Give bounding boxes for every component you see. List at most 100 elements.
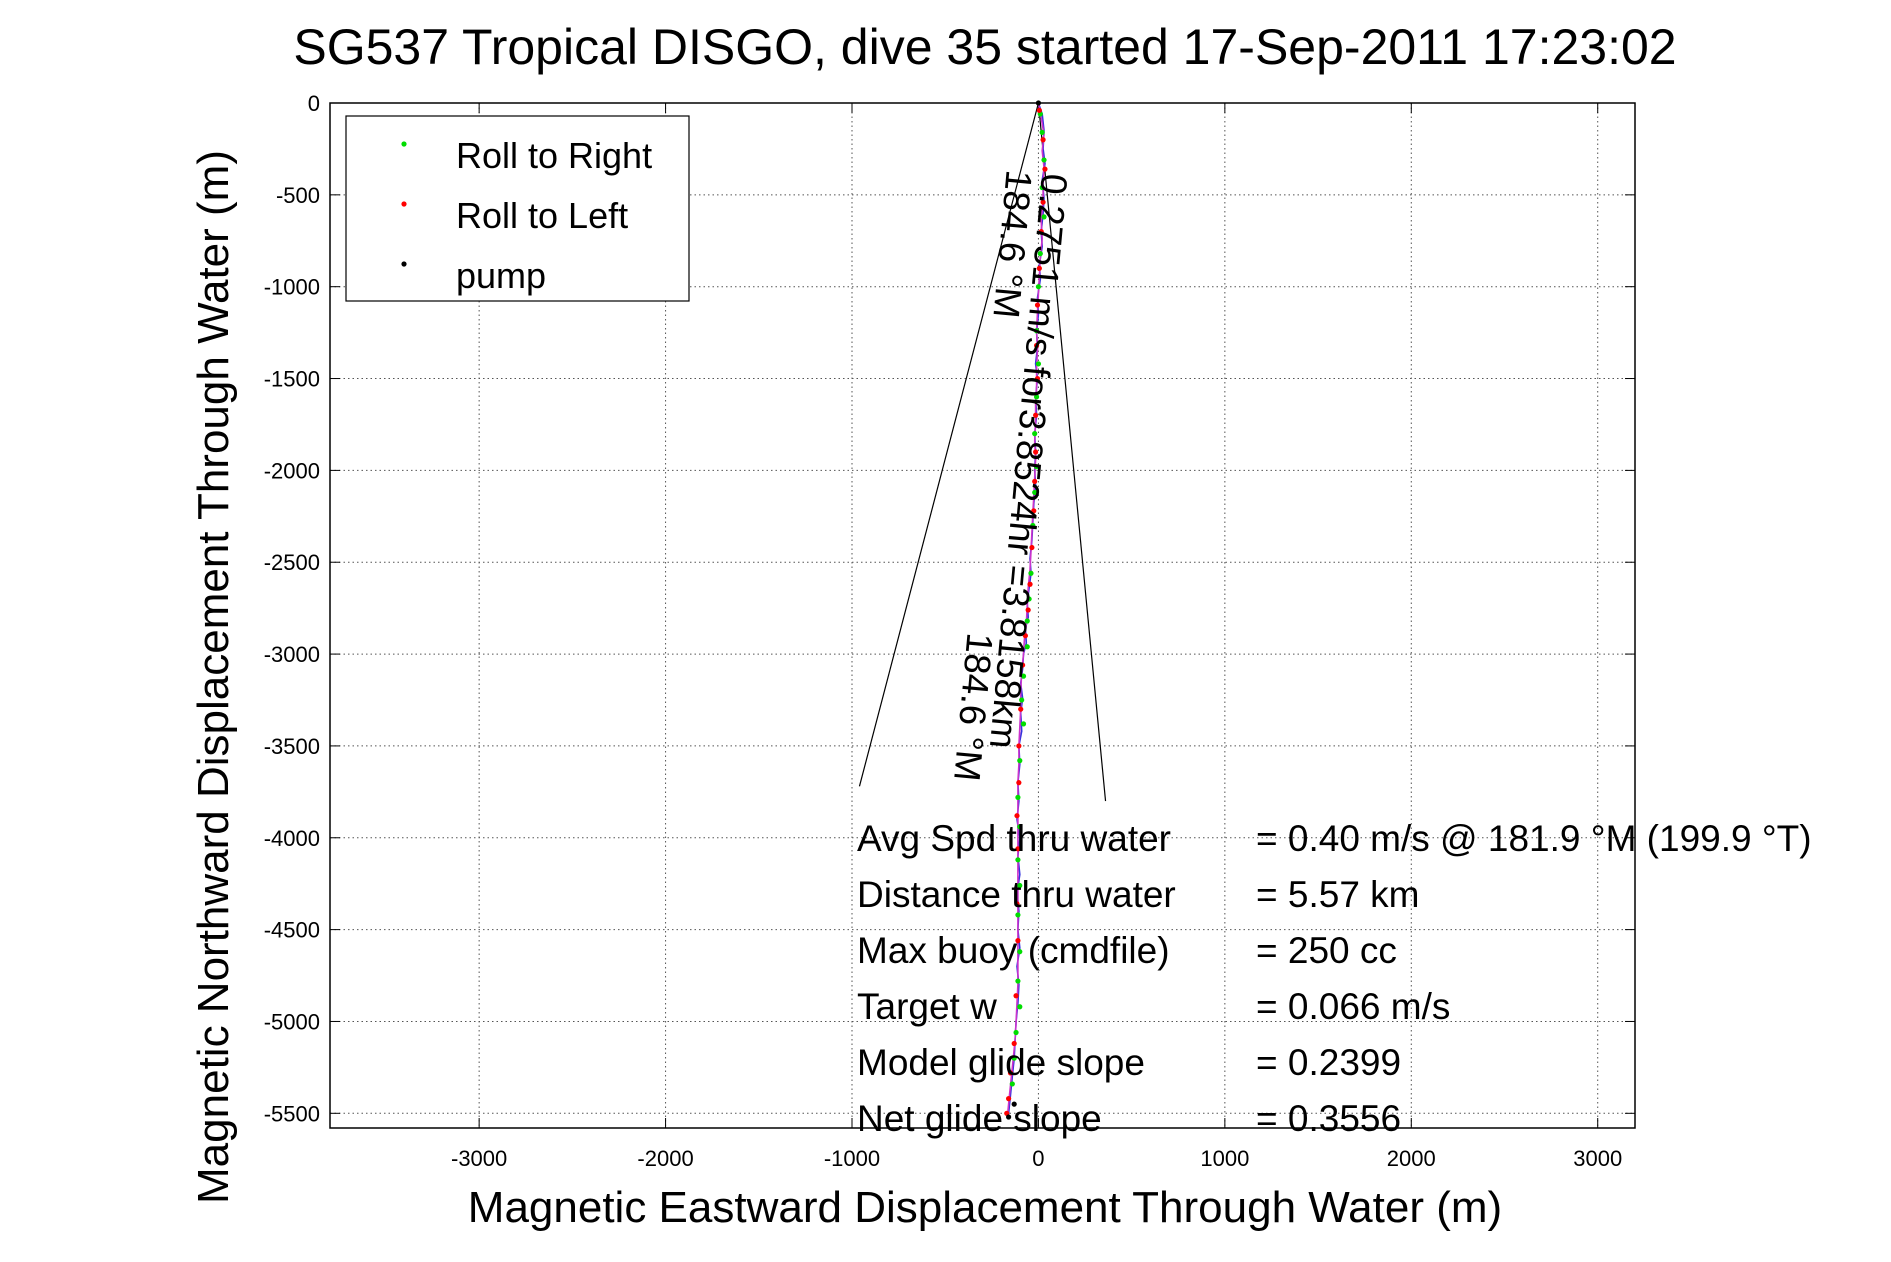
data-point-roll-to-right	[1039, 129, 1045, 135]
y-tick-label: -3500	[264, 734, 320, 759]
stats-value: = 0.3556	[1256, 1098, 1401, 1139]
data-point-roll-to-right	[1011, 1055, 1017, 1061]
x-tick-label: 2000	[1387, 1146, 1436, 1171]
data-point-roll-to-right	[1035, 284, 1042, 290]
data-point-pump	[1011, 1101, 1017, 1107]
legend-marker	[401, 201, 407, 207]
y-tick-label: -1000	[264, 275, 320, 300]
data-point-roll-to-left	[1015, 846, 1021, 852]
stats-label: Avg Spd thru water	[857, 818, 1171, 859]
heading-wedge-line	[858, 102, 1040, 787]
data-point-roll-to-left	[1025, 607, 1031, 613]
x-tick-label: -3000	[451, 1146, 507, 1171]
y-tick-label: -1500	[264, 367, 320, 392]
data-point-roll-to-left	[1016, 780, 1022, 786]
legend-label: pump	[456, 255, 546, 296]
data-point-roll-to-right	[1030, 522, 1036, 529]
data-point-roll-to-left	[1016, 743, 1022, 749]
y-tick-label: -2000	[264, 458, 320, 483]
data-point-roll-to-left	[1038, 228, 1044, 235]
stats-value: = 0.066 m/s	[1256, 986, 1450, 1027]
y-tick-label: -4500	[264, 918, 320, 943]
data-point-roll-to-left	[1033, 449, 1039, 455]
data-point-roll-to-right	[1024, 618, 1030, 624]
data-point-roll-to-right	[1039, 184, 1045, 191]
data-point-roll-to-right	[1020, 721, 1027, 727]
data-point-roll-to-left	[1042, 166, 1048, 172]
chart-title: SG537 Tropical DISGO, dive 35 started 17…	[293, 19, 1676, 75]
legend-box	[345, 115, 690, 302]
data-point-roll-to-left	[1018, 706, 1024, 712]
data-point-roll-to-right	[1019, 697, 1025, 703]
stats-value: = 5.57 km	[1256, 874, 1420, 915]
x-tick-label: 1000	[1200, 1146, 1249, 1171]
data-point-roll-to-right	[1026, 596, 1032, 602]
data-point-roll-to-left	[1034, 375, 1041, 382]
axes-frame	[329, 102, 1636, 1129]
stats-value: = 0.40 m/s @ 181.9 °M (199.9 °T)	[1256, 818, 1812, 859]
data-point-roll-to-right	[1017, 824, 1023, 830]
y-tick-label: -5500	[264, 1101, 320, 1126]
y-tick-label: -3000	[264, 642, 320, 667]
y-tick-label: -500	[276, 183, 320, 208]
data-point-roll-to-left	[1022, 633, 1028, 639]
data-point-roll-to-left	[1036, 265, 1042, 271]
data-point-roll-to-left	[1007, 1070, 1014, 1076]
y-axis-label: Magnetic Northward Displacement Through …	[189, 150, 238, 1204]
stats-label: Target w	[857, 986, 997, 1027]
data-point-roll-to-right	[1033, 394, 1040, 400]
data-point-roll-to-right	[1017, 882, 1023, 889]
data-point-roll-to-right	[1015, 912, 1021, 918]
data-point-roll-to-left	[1014, 813, 1020, 819]
stats-label: Max buoy (cmdfile)	[857, 930, 1170, 971]
data-point-roll-to-left	[1031, 508, 1037, 514]
data-point-roll-to-right	[1013, 1029, 1019, 1036]
data-point-roll-to-right	[1035, 361, 1042, 367]
data-point-roll-to-right	[1017, 949, 1023, 955]
data-point-pump	[1006, 1114, 1012, 1120]
data-point-roll-to-left	[1027, 581, 1033, 587]
stats-value: = 250 cc	[1256, 930, 1397, 971]
data-point-roll-to-right	[1020, 673, 1027, 679]
x-tick-label: 0	[1032, 1146, 1044, 1171]
data-point-roll-to-left	[1040, 199, 1046, 205]
data-point-roll-to-right	[1037, 251, 1043, 257]
y-tick-label: -4000	[264, 826, 320, 851]
data-point-roll-to-left	[1013, 993, 1019, 999]
heading-wedge-line	[1037, 102, 1107, 802]
data-point-roll-to-right	[1015, 857, 1021, 863]
data-point-roll-to-left	[1036, 107, 1042, 113]
data-point-roll-to-right	[1032, 431, 1038, 437]
data-point-roll-to-right	[1009, 1081, 1015, 1087]
data-point-roll-to-left	[1019, 662, 1026, 668]
data-point-roll-to-right	[1041, 214, 1047, 220]
data-point-roll-to-right	[1015, 978, 1021, 984]
data-point-roll-to-right	[1033, 464, 1040, 470]
data-point-roll-to-right	[1028, 570, 1034, 576]
data-point-roll-to-left	[1034, 302, 1041, 308]
data-point-roll-to-left	[1032, 478, 1038, 485]
y-tick-label: -2500	[264, 550, 320, 575]
x-tick-label: -1000	[824, 1146, 880, 1171]
legend-label: Roll to Right	[456, 135, 652, 176]
data-point-roll-to-left	[1015, 938, 1021, 944]
legend-marker	[401, 261, 407, 267]
plot-area: -3000 -2000 -1000 0 1000 2000 3000 0 -500 -1000 -1…	[264, 91, 1812, 1171]
data-point-roll-to-right	[1015, 794, 1021, 800]
x-axis-label: Magnetic Eastward Displacement Through W…	[468, 1183, 1502, 1232]
x-tick-label: 3000	[1573, 1146, 1622, 1171]
stats-label: Model glide slope	[857, 1042, 1145, 1083]
data-point-roll-to-right	[1033, 328, 1040, 334]
data-point-roll-to-left	[1014, 901, 1020, 907]
data-point-roll-to-left	[1033, 342, 1040, 349]
data-point-roll-to-left	[1033, 412, 1039, 418]
legend-label: Roll to Left	[456, 195, 628, 236]
y-tick-label: -5000	[264, 1009, 320, 1034]
data-point-roll-to-right	[1032, 489, 1038, 496]
x-tick-label: -2000	[637, 1146, 693, 1171]
data-point-roll-to-left	[1011, 1040, 1017, 1047]
data-point-roll-to-right	[1017, 1004, 1023, 1010]
stats-label: Distance thru water	[857, 874, 1176, 915]
stats-value: = 0.2399	[1256, 1042, 1401, 1083]
